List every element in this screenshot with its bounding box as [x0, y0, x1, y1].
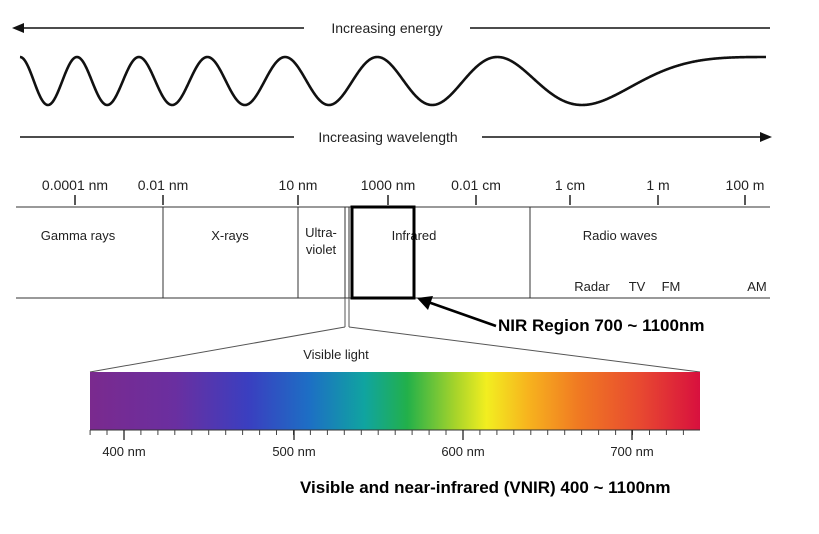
radio-sub-label: AM — [747, 279, 767, 294]
nir-callout-label: NIR Region 700 ~ 1100nm — [498, 316, 704, 335]
scale-tick-label: 1 cm — [555, 177, 585, 193]
scale-tick-label: 0.0001 nm — [42, 177, 108, 193]
visible-zoom-line-right — [348, 326, 701, 373]
scale-tick-label: 100 m — [726, 177, 765, 193]
spectrum-tick-label: 700 nm — [610, 444, 653, 459]
energy-label: Increasing energy — [331, 20, 442, 36]
scale-tick-label: 0.01 cm — [451, 177, 501, 193]
nir-highlight-box — [350, 205, 416, 300]
energy-arrowhead — [12, 23, 24, 33]
scale-tick-label: 1 m — [646, 177, 669, 193]
band-uv-label-line2: violet — [306, 242, 337, 257]
scale-tick-label: 1000 nm — [361, 177, 415, 193]
vnir-callout-label: Visible and near-infrared (VNIR) 400 ~ 1… — [300, 478, 671, 497]
radio-sub-label: Radar — [574, 279, 610, 294]
visible-light-label: Visible light — [303, 347, 369, 362]
wavelength-label: Increasing wavelength — [318, 129, 457, 145]
visible-spectrum-bar — [90, 372, 700, 430]
band-uv-label-line1: Ultra- — [305, 225, 337, 240]
nir-callout-arrowhead — [417, 296, 433, 310]
spectrum-major-ticks — [123, 430, 633, 440]
spectrum-minor-ticks — [89, 430, 684, 435]
band-xray-label: X-rays — [211, 228, 249, 243]
band-radio-label: Radio waves — [583, 228, 658, 243]
radio-sub-label: TV — [629, 279, 646, 294]
wavelength-arrowhead — [760, 132, 772, 142]
radio-sub-label: FM — [662, 279, 681, 294]
spectrum-tick-label: 600 nm — [441, 444, 484, 459]
visible-zoom-line-left — [89, 326, 346, 373]
spectrum-tick-label: 500 nm — [272, 444, 315, 459]
nir-callout-arrow-line — [427, 300, 497, 328]
scale-tick-marks — [74, 195, 746, 205]
band-dividers — [162, 207, 531, 298]
band-gamma-label: Gamma rays — [41, 228, 116, 243]
wave-curve — [19, 55, 766, 107]
spectrum-tick-label: 400 nm — [102, 444, 145, 459]
scale-tick-label: 10 nm — [279, 177, 318, 193]
scale-tick-label: 0.01 nm — [138, 177, 189, 193]
